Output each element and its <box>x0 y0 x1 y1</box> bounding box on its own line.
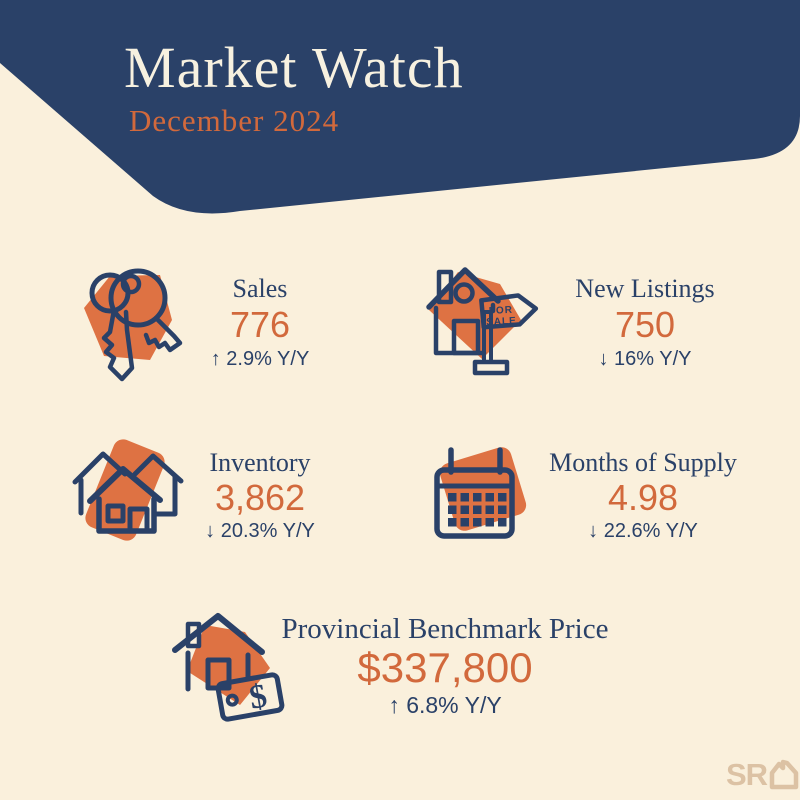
page-subtitle: December 2024 <box>129 103 340 138</box>
stat-card-benchmark-price: $ Provincial Benchmark Price $337,800 ↑ … <box>170 608 630 733</box>
stat-label: Provincial Benchmark Price <box>281 613 609 645</box>
stat-card-sales: Sales 776 ↑ 2.9% Y/Y <box>70 262 360 397</box>
stat-change: ↓ 22.6% Y/Y <box>588 520 698 542</box>
stat-label: Sales <box>232 274 288 303</box>
stat-card-new-listings: FOR SALE New Listings 750 ↓ 16% Y/Y <box>420 262 720 397</box>
for-sale-sign-text: SALE <box>486 316 517 329</box>
sra-house-a-icon <box>769 759 799 790</box>
stat-value: 3,862 <box>214 477 306 518</box>
sra-logo: SR <box>726 758 800 792</box>
stat-value: 750 <box>614 304 676 345</box>
stat-card-months-of-supply: Months of Supply 4.98 ↓ 22.6% Y/Y <box>430 440 740 555</box>
stat-value: 776 <box>229 304 291 345</box>
page-title: Market Watch <box>124 35 464 100</box>
for-sale-sign-text: FOR <box>489 305 514 317</box>
stat-label: Months of Supply <box>549 448 737 477</box>
houses-icon <box>72 439 184 541</box>
sra-logo-text: SR <box>726 757 768 792</box>
stat-card-inventory: Inventory 3,862 ↓ 20.3% Y/Y <box>66 439 356 555</box>
stat-value: 4.98 <box>607 477 679 518</box>
stat-change: ↑ 6.8% Y/Y <box>388 692 502 718</box>
header-banner-shape <box>0 0 800 214</box>
stat-change: ↓ 16% Y/Y <box>598 348 692 370</box>
keys-icon <box>84 268 183 382</box>
stat-label: Inventory <box>209 448 311 477</box>
stat-label: New Listings <box>575 274 715 303</box>
stat-change: ↓ 20.3% Y/Y <box>205 520 315 542</box>
house-price-tag-icon: $ <box>172 613 285 722</box>
calendar-icon <box>434 447 527 539</box>
stat-change: ↑ 2.9% Y/Y <box>210 348 310 370</box>
stat-value: $337,800 <box>357 644 533 691</box>
house-for-sale-icon: FOR SALE <box>426 267 539 376</box>
price-tag-dollar-text: $ <box>247 677 270 716</box>
